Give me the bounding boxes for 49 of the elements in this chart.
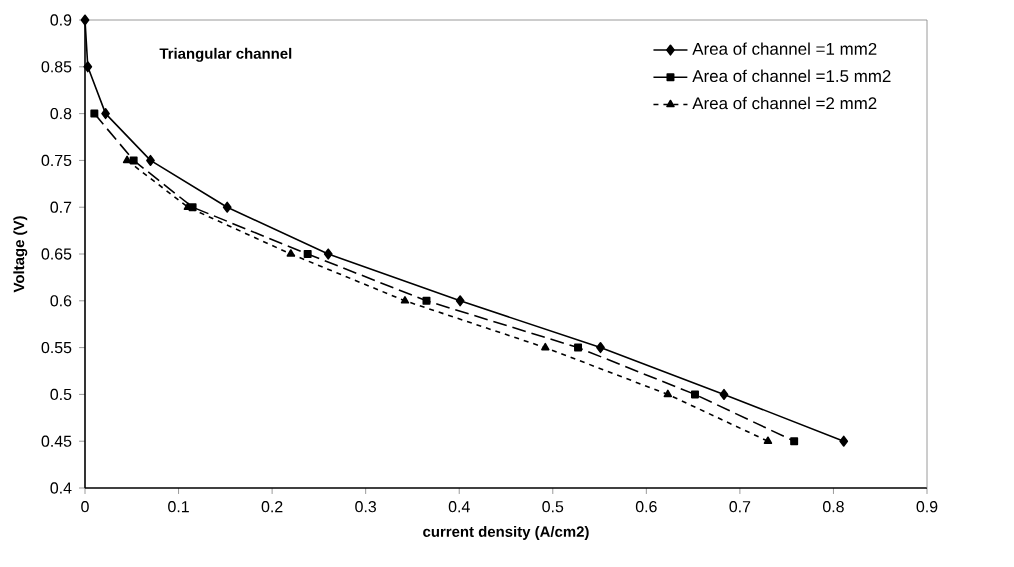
point [422,296,431,305]
point [286,249,296,257]
y-tick-label: 0.5 [50,388,72,401]
y-tick-label: 0.75 [41,154,72,167]
point [596,342,605,354]
y-tick-label: 0.85 [41,61,72,73]
legend-label: Area of channel =1.5 mm2 [692,69,891,83]
point [400,296,410,304]
x-tick-label: 0.5 [542,501,564,513]
legend-label: Area of channel =2 mm2 [692,96,877,110]
y-axis-title: Voltage (V) [13,216,28,293]
x-tick-label: 0.2 [261,501,283,513]
y-tick-label: 0.4 [50,482,72,494]
point [80,14,90,26]
point [839,435,849,447]
point [129,156,138,165]
x-tick-label: 0.6 [635,501,657,513]
y-tick-label: 0.9 [50,14,72,26]
point [90,109,99,118]
y-tick-label: 0.7 [50,201,72,213]
point [663,389,673,398]
legend-label: Area of channel =1 mm2 [692,42,877,55]
point [222,201,232,213]
x-tick-label: 0.7 [729,501,751,513]
point [323,248,333,260]
point [146,154,155,166]
x-axis-title: current density (A/cm2) [423,526,589,540]
y-tick-label: 0.8 [50,107,72,120]
text: Triangular channel [159,47,292,62]
point [763,436,773,444]
y-tick-label: 0.55 [41,341,72,354]
x-tick-label: 0.3 [355,501,377,513]
point [101,108,110,120]
y-tick-label: 0.45 [41,435,72,447]
point [303,250,312,258]
point [574,343,583,352]
x-tick-label: 0.8 [822,501,844,513]
point [719,388,729,400]
point [790,437,799,446]
x-tick-label: 0.1 [168,501,189,513]
y-tick-label: 0.6 [50,295,72,307]
x-tick-label: 0.4 [448,501,470,513]
x-tick-label: 0.9 [916,501,938,513]
point [541,342,550,351]
point [691,390,699,399]
point [83,61,93,73]
y-tick-label: 0.65 [41,248,72,260]
point [455,295,465,307]
x-tick-label: 0 [81,501,89,513]
